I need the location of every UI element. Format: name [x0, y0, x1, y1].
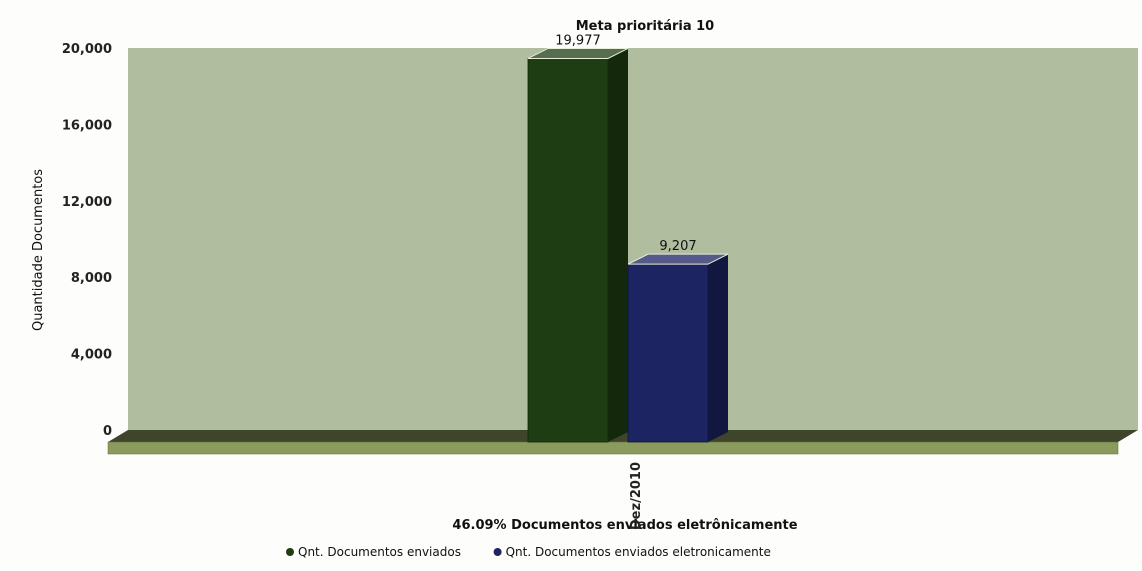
legend-marker: [286, 548, 294, 556]
legend: Qnt. Documentos enviados Qnt. Documentos …: [286, 545, 771, 559]
bar[interactable]: [527, 47, 629, 443]
bar-front: [527, 58, 609, 443]
y-tick-label: 0: [103, 424, 112, 439]
y-tick-label: 20,000: [62, 42, 112, 57]
legend-marker: [493, 548, 502, 556]
bar-side: [608, 48, 628, 442]
y-tick-label: 4,000: [71, 348, 112, 363]
bar-front: [627, 263, 709, 443]
y-tick-label: 16,000: [62, 118, 112, 133]
x-axis: Dez/2010: [629, 462, 644, 530]
bar-layer: 19,977 9,207: [527, 33, 729, 443]
y-tick-label: 12,000: [62, 195, 112, 210]
chart-title: Meta prioritária 10: [576, 19, 714, 34]
x-tick-label: Dez/2010: [629, 462, 644, 530]
floor-top: [108, 430, 1138, 442]
bar-value-label: 19,977: [555, 33, 601, 48]
y-axis-label: Quantidade Documentos: [31, 169, 46, 331]
y-axis: 0 4,000 8,000 12,000 16,000 20,000: [62, 42, 112, 439]
bar-top: [527, 47, 629, 59]
legend-label: Qnt. Documentos enviados eletronicamente: [506, 545, 771, 559]
bar-side: [708, 254, 728, 442]
bar-top: [627, 253, 729, 265]
bar-value-label: 9,207: [659, 239, 696, 254]
chart-subtitle: 46.09% Documentos enviados eletrônicamen…: [452, 518, 797, 533]
y-tick-label: 8,000: [71, 271, 112, 286]
legend-item[interactable]: Qnt. Documentos enviados eletronicamente: [493, 545, 771, 559]
bar[interactable]: [627, 253, 729, 443]
legend-item[interactable]: Qnt. Documentos enviados: [286, 545, 461, 559]
legend-label: Qnt. Documentos enviados: [298, 545, 461, 559]
floor-front: [107, 441, 1119, 455]
